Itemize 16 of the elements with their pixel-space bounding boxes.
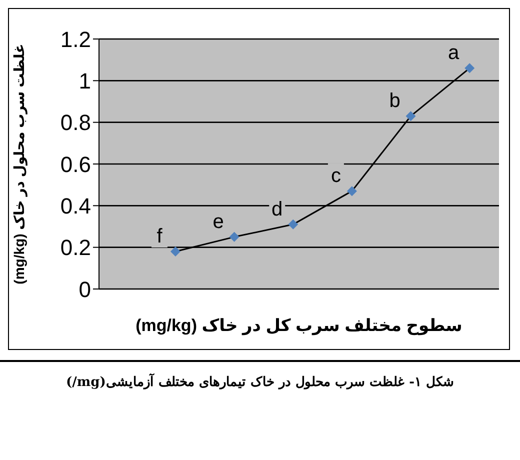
x-axis-title: سطوح مختلف سرب کل در خاک (mg/kg) bbox=[136, 316, 462, 336]
y-tick-label: 0.4 bbox=[60, 193, 91, 218]
data-label: b bbox=[389, 90, 400, 112]
y-axis-title: غلظت سرب محلول در خاک (mg/kg) bbox=[10, 44, 28, 284]
y-tick-label: 0 bbox=[78, 276, 91, 302]
data-label: d bbox=[272, 198, 283, 220]
data-label: a bbox=[448, 42, 460, 64]
y-tick-label: 0.2 bbox=[60, 235, 91, 260]
data-label: f bbox=[156, 226, 163, 248]
y-tick-label: 1 bbox=[78, 68, 91, 94]
data-label: c bbox=[330, 165, 341, 188]
y-tick-label: 0.6 bbox=[60, 152, 91, 177]
y-tick-label: 1.2 bbox=[60, 26, 91, 52]
y-tick-label: 0.8 bbox=[60, 110, 91, 136]
data-label: e bbox=[212, 210, 224, 233]
text: شکل ۱- غلظت سرب محلول در خاک تیمارهای مختلف آزمایشی(mg/) bbox=[64, 374, 456, 390]
